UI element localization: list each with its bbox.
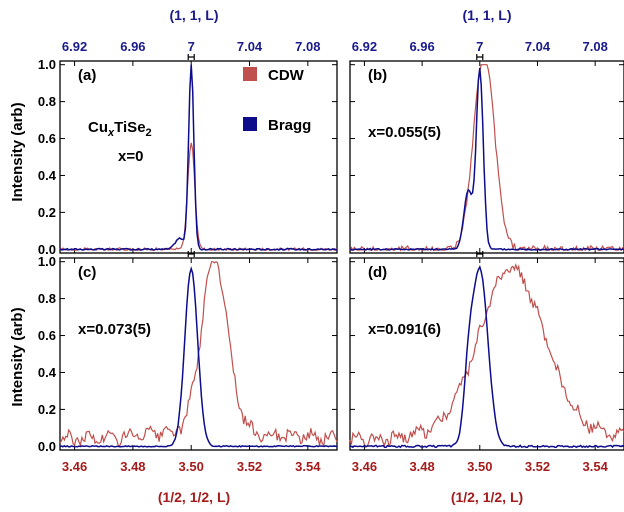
bottom-tick-label: 3.46: [352, 459, 377, 474]
y-axis-label-top: Intensity (arb): [9, 102, 26, 201]
panel-annotation: x=0.091(6): [368, 321, 441, 338]
series-bragg-line: [59, 265, 338, 448]
axis-labels: (1, 1, L) (1, 1, L) (1/2, 1/2, L) (1/2, …: [9, 7, 523, 505]
bottom-tick-label: 3.52: [525, 459, 550, 474]
series-cdw-line: [349, 262, 624, 448]
top-tick-label: 7.08: [295, 39, 320, 54]
resolution-marker: [187, 251, 195, 257]
y-tick-label: 0.2: [38, 205, 56, 220]
legend: CDW Bragg: [243, 67, 311, 134]
panel-d: 3.46 3.48 3.50 3.52 3.54 (d) x=0.091(6): [349, 251, 624, 474]
top-tick-label: 7: [476, 39, 483, 54]
legend-swatch-cdw: [243, 67, 257, 81]
panel-label: (c): [78, 264, 96, 281]
top-axis-label-right: (1, 1, L): [462, 7, 511, 23]
bottom-tick-label: 3.54: [295, 459, 321, 474]
y-tick-label: 0.6: [38, 328, 56, 343]
y-tick-label: 0.8: [38, 291, 56, 306]
bottom-tick-label: 3.48: [409, 459, 434, 474]
top-tick-label: 7.04: [525, 39, 551, 54]
formula-sub-x: x: [107, 127, 115, 139]
bottom-tick-label: 3.52: [237, 459, 262, 474]
bottom-axis-label-left: (1/2, 1/2, L): [158, 489, 230, 505]
y-tick-label: 1.0: [38, 57, 56, 72]
panel-label: (b): [368, 67, 387, 84]
formula-suffix: TiSe: [114, 119, 145, 136]
y-tick-label: 0.6: [38, 131, 56, 146]
y-tick-label: 0.0: [38, 242, 56, 257]
resolution-marker: [476, 54, 484, 60]
resolution-marker: [476, 251, 484, 257]
panel-frame: [59, 60, 338, 254]
panel-annotation: x=0: [118, 148, 143, 165]
y-tick-label: 1.0: [38, 254, 56, 269]
panels-group: 0.0 0.2 0.4 0.6 0.8 1.0 6.92 6.96 7 7.04 7.08 (a) x=…: [38, 39, 624, 474]
panel-a: 0.0 0.2 0.4 0.6 0.8 1.0 6.92 6.96 7 7.04 7.08 (a) x=…: [38, 39, 338, 257]
formula-prefix: Cu: [88, 119, 108, 136]
y-tick-label: 0.4: [38, 168, 57, 183]
y-tick-label: 0.4: [38, 365, 57, 380]
top-tick-label: 6.92: [62, 39, 87, 54]
top-tick-label: 6.96: [409, 39, 434, 54]
legend-label-cdw: CDW: [268, 67, 305, 84]
panel-frame: [59, 257, 338, 451]
y-tick-label: 0.2: [38, 402, 56, 417]
panel-label: (d): [368, 264, 387, 281]
formula-text: CuxTiSe2: [88, 119, 152, 139]
resolution-marker: [187, 54, 195, 60]
panel-c: 0.0 0.2 0.4 0.6 0.8 1.0 3.46 3.48 3.50 3.52 3.54 (c…: [38, 251, 338, 474]
top-tick-label: 6.96: [120, 39, 145, 54]
y-tick-label: 0.0: [38, 439, 56, 454]
y-tick-label: 0.8: [38, 94, 56, 109]
y-axis-label-bottom: Intensity (arb): [9, 307, 26, 406]
formula-label: CuxTiSe2: [88, 119, 152, 139]
bottom-tick-label: 3.46: [62, 459, 87, 474]
bottom-tick-label: 3.50: [179, 459, 204, 474]
series-cdw-line: [59, 142, 338, 252]
panel-annotation: x=0.055(5): [368, 124, 441, 141]
panel-annotation: x=0.073(5): [78, 321, 151, 338]
legend-label-bragg: Bragg: [268, 117, 311, 134]
top-tick-label: 7.08: [583, 39, 608, 54]
bottom-tick-label: 3.50: [467, 459, 492, 474]
series-bragg-line: [349, 67, 624, 251]
top-tick-label: 7: [188, 39, 195, 54]
bottom-tick-label: 3.48: [120, 459, 145, 474]
legend-swatch-bragg: [243, 117, 257, 131]
top-tick-label: 7.04: [237, 39, 263, 54]
bottom-tick-label: 3.54: [583, 459, 609, 474]
panel-b: 6.92 6.96 7 7.04 7.08 (b) x=0.055(5): [349, 39, 624, 254]
series-bragg-line: [349, 265, 624, 449]
top-tick-label: 6.92: [352, 39, 377, 54]
panel-frame: [349, 60, 624, 254]
panel-label: (a): [78, 67, 96, 84]
panel-frame: [349, 257, 624, 451]
top-axis-label-left: (1, 1, L): [169, 7, 218, 23]
formula-sub-2: 2: [146, 127, 152, 139]
series-bragg-line: [59, 64, 338, 251]
bottom-axis-label-right: (1/2, 1/2, L): [451, 489, 523, 505]
